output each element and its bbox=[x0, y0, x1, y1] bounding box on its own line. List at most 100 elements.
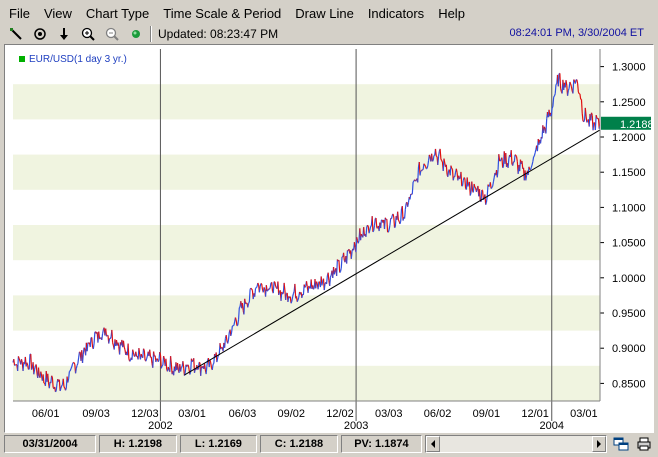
price-segment bbox=[315, 281, 318, 285]
y-tick-label: 1.1500 bbox=[612, 167, 646, 179]
price-segment bbox=[150, 356, 153, 364]
price-segment bbox=[357, 240, 360, 244]
price-segment bbox=[77, 357, 80, 364]
price-segment bbox=[183, 372, 186, 376]
price-segment bbox=[59, 388, 62, 392]
price-segment bbox=[157, 360, 160, 363]
status-low: L: 1.2169 bbox=[179, 435, 258, 453]
price-chart[interactable]: 0.8500 0.9000 0.9500 1.0000 1.0500 1.1000 1.15… bbox=[5, 45, 653, 432]
price-segment bbox=[566, 90, 569, 96]
price-segment bbox=[439, 148, 442, 159]
live-status-button[interactable] bbox=[124, 25, 148, 43]
price-segment bbox=[513, 154, 516, 163]
menu-file[interactable]: File bbox=[9, 6, 30, 21]
price-segment bbox=[305, 281, 308, 287]
price-segment bbox=[336, 259, 338, 276]
price-segment bbox=[167, 366, 170, 370]
price-segment bbox=[390, 215, 393, 219]
crosshair-button[interactable] bbox=[28, 25, 52, 43]
menu-help[interactable]: Help bbox=[438, 6, 465, 21]
grid-band bbox=[13, 84, 600, 120]
price-segment bbox=[261, 283, 264, 290]
price-segment bbox=[224, 338, 226, 348]
legend-label: EUR/USD(1 day 3 yr.) bbox=[29, 54, 127, 65]
price-segment bbox=[127, 343, 130, 359]
price-segment bbox=[583, 119, 586, 123]
price-segment bbox=[533, 155, 535, 158]
price-segment bbox=[510, 150, 513, 165]
price-segment bbox=[339, 268, 342, 272]
price-segment bbox=[205, 366, 208, 375]
print-button[interactable] bbox=[635, 435, 654, 453]
price-segment bbox=[212, 362, 215, 365]
price-segment bbox=[372, 230, 375, 233]
green-dot-icon bbox=[132, 30, 140, 38]
right-arrow-icon bbox=[597, 440, 602, 448]
zoom-out-button[interactable] bbox=[100, 25, 124, 43]
price-segment bbox=[451, 167, 453, 170]
price-segment bbox=[458, 177, 461, 180]
scroll-right-button[interactable] bbox=[592, 436, 607, 452]
draw-line-button[interactable] bbox=[4, 25, 28, 43]
price-segment bbox=[443, 158, 446, 164]
price-segment bbox=[579, 93, 582, 100]
price-segment bbox=[73, 362, 76, 365]
price-segment bbox=[580, 99, 583, 114]
price-segment bbox=[169, 356, 172, 365]
price-segment bbox=[431, 153, 433, 162]
price-segment bbox=[432, 155, 435, 161]
price-segment bbox=[118, 342, 121, 355]
price-segment bbox=[197, 362, 200, 370]
price-segment bbox=[559, 73, 562, 89]
price-segment bbox=[384, 217, 387, 220]
price-segment bbox=[74, 368, 77, 374]
chart-area[interactable]: 0.8500 0.9000 0.9500 1.0000 1.0500 1.1000 1.15… bbox=[4, 44, 654, 433]
price-segment bbox=[203, 363, 206, 370]
price-segment bbox=[424, 165, 427, 169]
menu-draw-line[interactable]: Draw Line bbox=[295, 6, 354, 21]
price-segment bbox=[105, 328, 108, 337]
price-segment bbox=[297, 297, 300, 301]
price-segment bbox=[138, 348, 141, 355]
menu-bar: File View Chart Type Time Scale & Period… bbox=[0, 4, 658, 24]
price-segment bbox=[30, 367, 33, 370]
price-segment bbox=[447, 170, 450, 177]
price-segment bbox=[277, 281, 280, 296]
price-segment bbox=[507, 158, 510, 168]
scroll-down-button[interactable] bbox=[52, 25, 76, 43]
price-segment bbox=[567, 88, 570, 91]
trendline[interactable] bbox=[184, 129, 601, 376]
price-segment bbox=[423, 163, 426, 166]
price-segment bbox=[491, 185, 494, 188]
zoom-in-button[interactable] bbox=[76, 25, 100, 43]
scroll-left-button[interactable] bbox=[426, 436, 441, 452]
price-segment bbox=[135, 351, 138, 357]
menu-time-scale-period[interactable]: Time Scale & Period bbox=[163, 6, 282, 21]
menu-indicators[interactable]: Indicators bbox=[367, 6, 425, 21]
new-window-button[interactable] bbox=[611, 435, 630, 453]
price-segment bbox=[67, 378, 70, 383]
price-segment bbox=[236, 324, 239, 327]
price-segment bbox=[108, 338, 111, 344]
menu-chart-type[interactable]: Chart Type bbox=[85, 6, 150, 21]
x-tick-label: 09/01 bbox=[473, 408, 501, 420]
price-segment bbox=[290, 301, 293, 304]
price-segment bbox=[502, 166, 504, 169]
year-label: 2003 bbox=[344, 420, 368, 432]
price-segment bbox=[455, 168, 458, 173]
price-segment bbox=[346, 250, 349, 264]
price-segment bbox=[369, 226, 372, 231]
price-segment bbox=[370, 225, 372, 227]
price-segment bbox=[441, 160, 443, 163]
price-segment bbox=[75, 365, 78, 369]
horizontal-scrollbar[interactable] bbox=[425, 435, 608, 453]
price-segment bbox=[463, 177, 466, 179]
price-segment bbox=[590, 112, 593, 116]
price-segment bbox=[397, 219, 400, 222]
price-segment bbox=[467, 183, 470, 187]
price-segment bbox=[248, 301, 250, 304]
price-segment bbox=[247, 303, 250, 308]
menu-view[interactable]: View bbox=[43, 6, 72, 21]
price-segment bbox=[554, 84, 557, 94]
price-segment bbox=[37, 367, 40, 377]
